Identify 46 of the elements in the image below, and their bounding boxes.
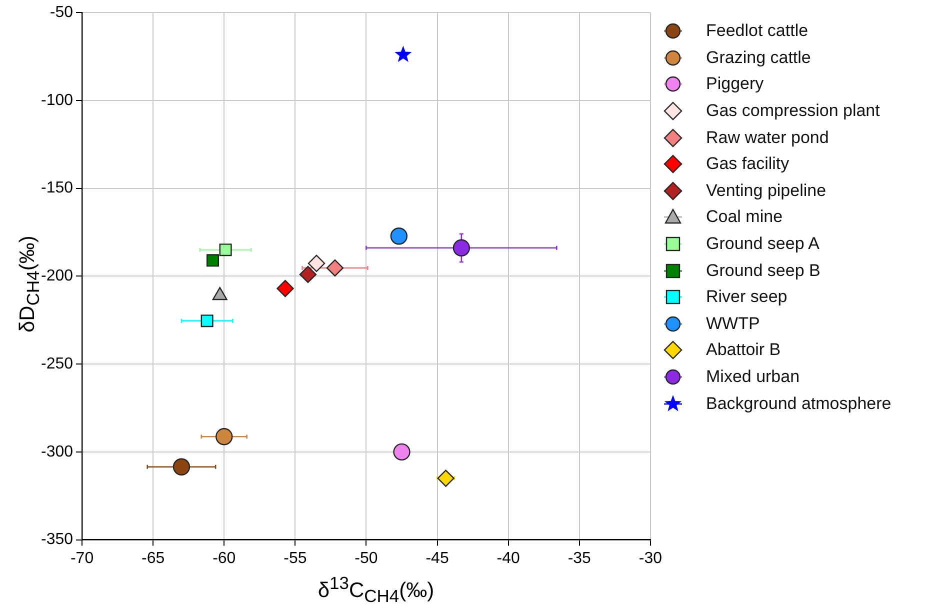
x-tick-label: -65 — [142, 550, 165, 567]
point — [200, 314, 214, 328]
point — [299, 266, 317, 284]
x-tick-label: -35 — [568, 550, 592, 567]
legend-label: Grazing cattle — [706, 48, 811, 68]
legend-label: Mixed urban — [706, 367, 800, 388]
y-tick-label: -250 — [40, 355, 74, 372]
legend-label: Piggery — [706, 74, 764, 94]
point — [452, 239, 470, 257]
y-tick-label: -200 — [40, 268, 74, 285]
point — [326, 259, 344, 277]
point — [276, 280, 294, 298]
legend-label: Feedlot cattle — [706, 21, 808, 42]
point — [216, 428, 233, 446]
x-tick-label: -55 — [284, 550, 307, 567]
point — [394, 46, 412, 62]
y-tick-label: -150 — [40, 180, 74, 197]
y-tick-label: -50 — [50, 4, 74, 22]
x-tick-label: -50 — [354, 550, 378, 567]
legend-label: Gas compression plant — [706, 101, 880, 122]
x-tick-label: -40 — [496, 550, 520, 567]
legend-label: Abattoir B — [706, 340, 781, 360]
point — [206, 254, 220, 267]
legend-label: Raw water pond — [706, 128, 829, 148]
legend-label: Background atmosphere — [706, 394, 892, 414]
point — [393, 443, 410, 461]
x-tick-label: -45 — [426, 550, 449, 567]
x-axis-title: δ$^{13}$C$_{CH4}$(‰) — [316, 573, 436, 608]
x-tick-label: -70 — [70, 550, 94, 567]
point — [390, 228, 408, 245]
legend-label: Ground seep A — [706, 234, 820, 254]
legend-label: Coal mine — [706, 207, 783, 228]
legend-label: WWTP — [706, 314, 760, 334]
legend-label: Gas facility — [706, 154, 790, 174]
y-tick-label: -300 — [40, 443, 74, 460]
x-tick-label: -60 — [212, 550, 236, 567]
legend-label: Venting pipeline — [706, 180, 826, 201]
legend-label: Ground seep B — [706, 260, 820, 281]
point — [308, 254, 326, 272]
y-tick-label: -350 — [40, 531, 74, 548]
point — [172, 458, 190, 476]
x-tick-label: -30 — [638, 550, 662, 567]
legend-label: River seep — [706, 287, 788, 308]
point — [437, 470, 454, 487]
y-tick-label: -100 — [40, 92, 74, 109]
point — [219, 244, 232, 256]
